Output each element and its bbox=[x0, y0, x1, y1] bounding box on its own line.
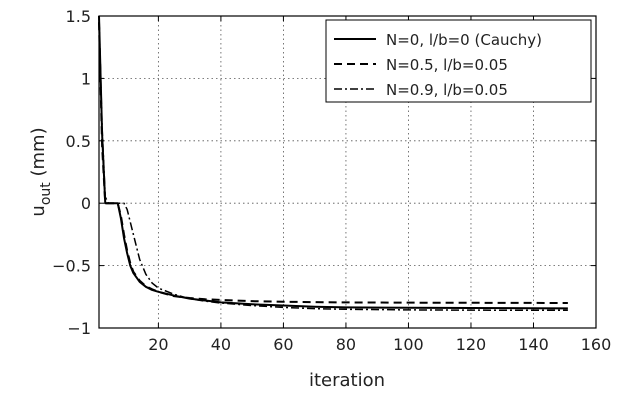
legend-label-2: N=0.9, l/b=0.05 bbox=[386, 81, 508, 99]
series-line-1 bbox=[98, 22, 568, 305]
legend-label-1: N=0.5, l/b=0.05 bbox=[386, 56, 508, 74]
legend-label-0: N=0, l/b=0 (Cauchy) bbox=[386, 31, 542, 49]
legend: N=0, l/b=0 (Cauchy) N=0.5, l/b=0.05 N=0.… bbox=[325, 19, 592, 103]
x-tick-label: 140 bbox=[518, 335, 549, 354]
x-axis-label: iteration bbox=[309, 370, 385, 391]
y-axis-label-main: u bbox=[28, 205, 49, 216]
y-tick-label: 0 bbox=[81, 194, 91, 213]
y-tick-label: −0.5 bbox=[52, 257, 91, 276]
x-tick-label: 100 bbox=[393, 335, 424, 354]
y-tick-label: −1 bbox=[67, 319, 91, 338]
y-axis-label-subscript: out bbox=[38, 182, 54, 205]
x-tick-label: 20 bbox=[148, 335, 168, 354]
series-lines bbox=[98, 15, 568, 312]
x-tick-labels: 20 40 60 80 100 120 140 160 bbox=[148, 335, 611, 354]
axis-ticks bbox=[99, 15, 597, 329]
plot-frame bbox=[98, 15, 597, 329]
y-axis-label: uout (mm) bbox=[28, 127, 54, 216]
y-tick-label: 1.5 bbox=[66, 7, 91, 26]
y-tick-labels: −1 −0.5 0 0.5 1 1.5 bbox=[52, 7, 91, 338]
x-tick-label: 80 bbox=[336, 335, 356, 354]
x-tick-label: 40 bbox=[211, 335, 231, 354]
x-tick-label: 120 bbox=[456, 335, 487, 354]
y-axis-label-unit: (mm) bbox=[28, 127, 49, 182]
series-line-2 bbox=[98, 15, 568, 312]
y-tick-label: 0.5 bbox=[66, 132, 91, 151]
y-tick-label: 1 bbox=[81, 69, 91, 88]
x-tick-label: 160 bbox=[581, 335, 612, 354]
x-tick-label: 60 bbox=[273, 335, 293, 354]
